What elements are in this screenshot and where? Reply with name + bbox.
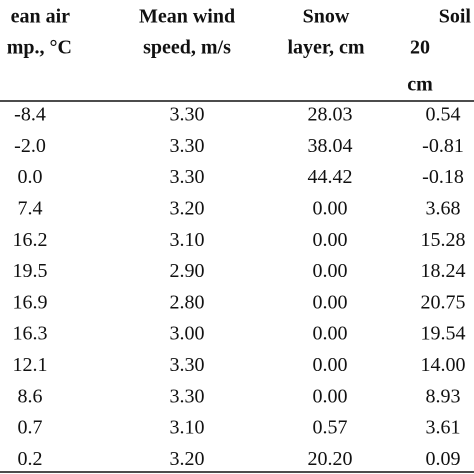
table-cell: 3.30 xyxy=(170,166,205,188)
table-cell: 3.68 xyxy=(426,197,461,219)
table-cell: 0.09 xyxy=(426,448,461,470)
table-cell: 0.00 xyxy=(313,323,348,345)
table-cell: 3.30 xyxy=(170,104,205,126)
table-cell: 15.28 xyxy=(421,229,466,251)
table-cell: 0.54 xyxy=(426,104,461,126)
column-header: Soil xyxy=(439,6,472,28)
table-cell: 8.93 xyxy=(426,385,461,407)
table-cell: 12.1 xyxy=(13,354,48,376)
table-cell: 3.61 xyxy=(426,417,461,439)
table-cell: 0.00 xyxy=(313,385,348,407)
table-cell: 2.90 xyxy=(170,260,205,282)
table-cell: -2.0 xyxy=(14,135,46,157)
table-cell: 28.03 xyxy=(308,104,353,126)
column-header: Snow xyxy=(303,6,350,28)
table-cell: 0.7 xyxy=(18,417,43,439)
table-cell: -0.18 xyxy=(422,166,464,188)
table-cell: 0.00 xyxy=(313,229,348,251)
table-cell: 16.9 xyxy=(13,291,48,313)
table-cell: 0.57 xyxy=(313,417,348,439)
table-cell: 19.54 xyxy=(421,323,466,345)
table-cell: 16.2 xyxy=(13,229,48,251)
table-cell: -0.81 xyxy=(422,135,464,157)
table-cell: 14.00 xyxy=(421,354,466,376)
table-cell: 3.20 xyxy=(170,448,205,470)
column-header: Mean wind xyxy=(139,6,235,28)
column-header: layer, cm xyxy=(287,37,364,59)
table-cell: 0.00 xyxy=(313,197,348,219)
table-cell: 3.10 xyxy=(170,229,205,251)
table-cell: 8.6 xyxy=(18,385,43,407)
table-cell: 3.30 xyxy=(170,354,205,376)
column-header: cm xyxy=(407,74,433,96)
table-cell: 3.10 xyxy=(170,417,205,439)
table-cell: 0.0 xyxy=(18,166,43,188)
table-cell: 0.00 xyxy=(313,354,348,376)
table-cell: 0.2 xyxy=(18,448,43,470)
column-header: speed, m/s xyxy=(143,37,231,59)
table-cell: 16.3 xyxy=(13,323,48,345)
table-cell: 2.80 xyxy=(170,291,205,313)
table-cell: 7.4 xyxy=(18,197,43,219)
table-cell: 20.20 xyxy=(308,448,353,470)
table-cell: -8.4 xyxy=(14,104,46,126)
table-cell: 0.00 xyxy=(313,291,348,313)
column-header: ean air xyxy=(11,6,71,28)
table-cell: 3.00 xyxy=(170,323,205,345)
table-cell: 0.00 xyxy=(313,260,348,282)
table-cell: 3.30 xyxy=(170,135,205,157)
column-header: mp., °C xyxy=(7,37,72,59)
table-cell: 3.30 xyxy=(170,385,205,407)
table-cell: 44.42 xyxy=(308,166,353,188)
table-cell: 3.20 xyxy=(170,197,205,219)
table-cell: 19.5 xyxy=(13,260,48,282)
table-cell: 18.24 xyxy=(421,260,466,282)
table-cell: 38.04 xyxy=(308,135,353,157)
column-header: 20 xyxy=(410,37,430,59)
table-cell: 20.75 xyxy=(421,291,466,313)
